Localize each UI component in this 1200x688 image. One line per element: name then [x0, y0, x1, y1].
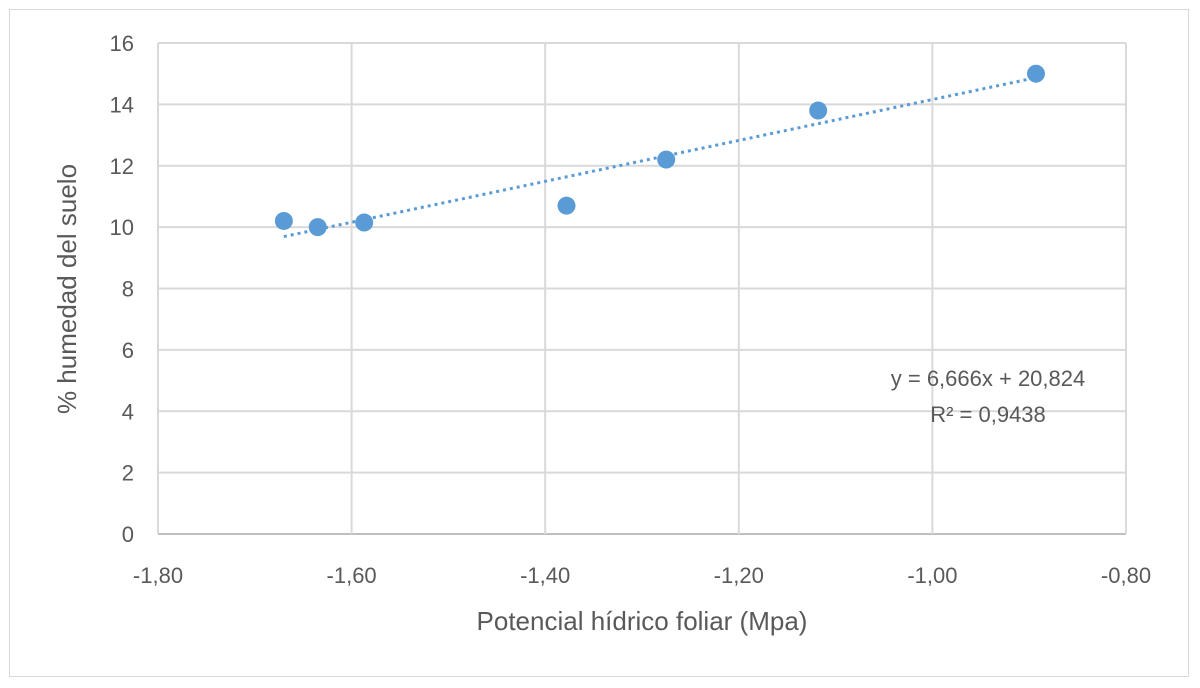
data-point: [657, 150, 676, 169]
y-tick-label: 0: [122, 522, 134, 547]
y-axis-title: % humedad del suelo: [52, 164, 82, 414]
x-tick-label: -1,20: [714, 563, 764, 588]
x-tick-label: -1,80: [133, 563, 183, 588]
y-tick-label: 2: [122, 461, 134, 486]
data-point: [308, 218, 327, 237]
y-tick-label: 14: [110, 92, 134, 117]
data-points: [274, 64, 1045, 237]
data-point: [355, 213, 374, 232]
y-tick-label: 10: [110, 215, 134, 240]
x-tick-label: -1,60: [327, 563, 377, 588]
trendline-equation: y = 6,666x + 20,824: [891, 366, 1086, 391]
trendline: [283, 76, 1037, 239]
y-tick-label: 16: [110, 31, 134, 56]
y-tick-label: 12: [110, 154, 134, 179]
x-tick-label: -1,40: [520, 563, 570, 588]
x-axis-title: Potencial hídrico foliar (Mpa): [477, 606, 808, 636]
data-point: [809, 101, 828, 120]
data-point: [557, 196, 576, 215]
x-tick-label: -0,80: [1101, 563, 1151, 588]
y-tick-label: 6: [122, 338, 134, 363]
trendline-r-squared: R² = 0,9438: [930, 402, 1046, 427]
chart-area: [9, 9, 1189, 677]
y-axis-ticks: 0 2 4 6 8 10 12 14 16: [110, 31, 134, 547]
data-point: [1026, 64, 1045, 83]
y-tick-label: 4: [122, 399, 134, 424]
x-axis-ticks: -1,80 -1,60 -1,40 -1,20 -1,00 -0,80: [133, 563, 1151, 588]
x-tick-label: -1,00: [907, 563, 957, 588]
data-point: [274, 211, 293, 230]
gridlines: [157, 42, 1127, 535]
y-tick-label: 8: [122, 277, 134, 302]
